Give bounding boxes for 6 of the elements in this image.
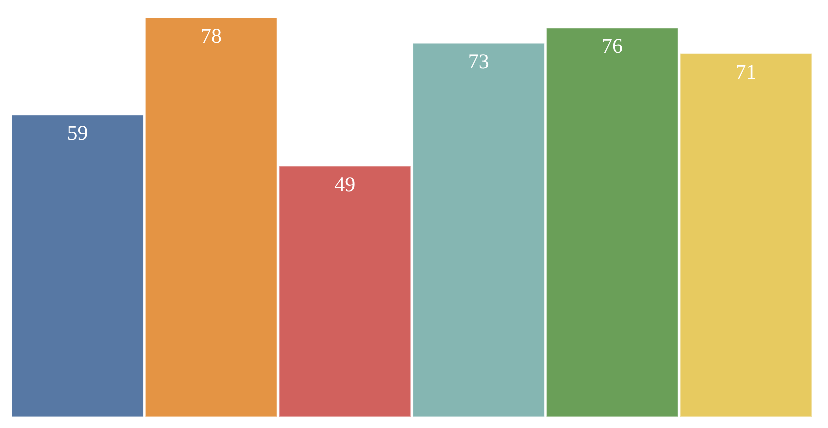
data-label: 76 [602,34,624,58]
data-label: 78 [200,24,222,48]
data-label: 73 [468,50,490,74]
data-label: 59 [67,121,88,146]
data-label: 49 [334,172,356,196]
data-label: 71 [736,60,757,84]
